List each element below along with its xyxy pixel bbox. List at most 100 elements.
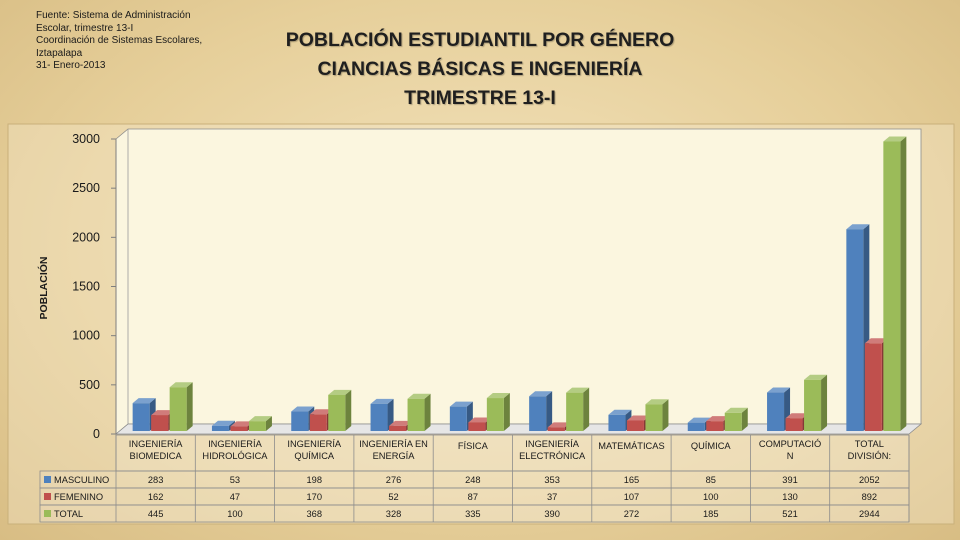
data-label: 53 [230, 475, 240, 485]
bar-front [211, 425, 229, 431]
bar-front [151, 415, 169, 431]
data-table: INGENIERÍA BIOMEDICA INGENIERÍA HIDROLÓGICA… [39, 434, 910, 523]
source-note: Fuente: Sistema de Administración Escola… [36, 10, 246, 73]
bar-front [724, 412, 742, 431]
bar-front [486, 398, 504, 431]
x-tick-label: INGENIERÍA EN [359, 439, 428, 449]
data-label: 276 [386, 475, 402, 485]
legend-label: MASCULINO [54, 475, 109, 485]
bar [883, 136, 907, 432]
x-tick-label: INGENIERÍA [129, 439, 184, 449]
data-label: 170 [306, 492, 322, 502]
bar-top [132, 398, 156, 404]
bar-top [151, 410, 175, 416]
data-label: 37 [547, 492, 557, 502]
bar-front [687, 422, 705, 431]
y-tick-label: 0 [93, 427, 100, 441]
data-label: 107 [624, 492, 640, 502]
x-tick-label: MATEMÁTICAS [598, 441, 664, 451]
y-tick-label: 2000 [72, 230, 100, 244]
bar-side [424, 393, 431, 431]
bar-top [706, 416, 730, 422]
data-label: 272 [624, 509, 640, 519]
y-axis-title: POBLACIÓN [37, 257, 50, 320]
data-label: 85 [706, 475, 716, 485]
data-label: 100 [227, 509, 243, 519]
chart-title: POBLACIÓN ESTUDIANTIL POR GÉNERO CIANCIA… [230, 26, 730, 113]
bar-side [662, 399, 669, 431]
chart-title-line: CIANCIAS BÁSICAS E INGENIERÍA [317, 58, 643, 80]
bar [169, 382, 193, 431]
bar-front [529, 396, 547, 431]
y-tick-label: 2500 [72, 181, 100, 195]
data-label: 328 [386, 509, 402, 519]
bar-top [449, 401, 473, 407]
bar-front [785, 418, 803, 431]
y-tick-label: 1500 [72, 280, 100, 294]
y-tick-label: 1000 [72, 329, 100, 343]
bar-front [468, 422, 486, 431]
bar-top [767, 387, 791, 393]
x-tick-label: INGENIERÍA [525, 439, 580, 449]
bar-side [546, 391, 553, 431]
bar [407, 393, 431, 431]
legend-label: TOTAL [54, 509, 83, 519]
source-line: 31- Enero-2013 [36, 60, 106, 71]
bar [328, 389, 352, 431]
bar-side [265, 416, 272, 431]
bar-front [846, 229, 864, 431]
x-tick-label: QUÍMICA [691, 441, 732, 451]
data-label: 391 [782, 475, 798, 485]
plot-back-wall [115, 128, 922, 435]
bar-top [248, 416, 272, 422]
bar-front [626, 420, 644, 431]
bar [370, 398, 394, 431]
legend-key [44, 493, 51, 500]
legend-label: FEMENINO [54, 492, 103, 502]
bar-front [248, 421, 266, 431]
bar-top [626, 415, 650, 421]
source-line: Fuente: Sistema de Administración [36, 10, 191, 21]
bar-front [370, 403, 388, 431]
x-tick-label: QUÍMICA [294, 451, 335, 461]
bar-top [407, 393, 431, 399]
x-tick-label: FÍSICA [458, 441, 489, 451]
data-label: 165 [624, 475, 640, 485]
data-label: 185 [703, 509, 719, 519]
bar-side [741, 407, 748, 431]
bar-front [767, 392, 785, 431]
bar-top [687, 417, 711, 423]
bar-front [328, 394, 346, 431]
bar-front [230, 426, 248, 431]
bar [486, 393, 510, 431]
x-tick-label: ENERGÍA [373, 451, 416, 461]
bar-front [407, 398, 425, 431]
bar-top [785, 413, 809, 419]
x-tick-label: COMPUTACIÓ [759, 439, 821, 449]
bar-top [529, 391, 553, 397]
y-tick-label: 500 [79, 378, 100, 392]
bar-side [900, 136, 907, 432]
source-line: Iztapalapa [36, 47, 83, 59]
x-tick-label: ELECTRÓNICA [519, 451, 586, 461]
bar [804, 374, 828, 431]
bar [248, 416, 272, 431]
bar-top [389, 420, 413, 426]
bar-side [387, 398, 394, 431]
bar-front [169, 387, 187, 431]
data-label: 283 [148, 475, 164, 485]
bar-top [547, 422, 571, 428]
x-tick-label: HIDROLÓGICA [202, 451, 268, 461]
x-tick-label: TOTAL [855, 439, 884, 449]
x-tick-label: INGENIERÍA [287, 439, 342, 449]
data-label: 353 [544, 475, 560, 485]
bar-side [503, 393, 510, 431]
bar-front [566, 392, 584, 431]
data-label: 2944 [859, 509, 880, 519]
bar-front [608, 414, 626, 431]
bar-front [864, 343, 882, 431]
bar-side [583, 387, 590, 431]
bar-top [566, 387, 590, 393]
x-tick-label: DIVISIÓN: [848, 451, 891, 461]
bar-top [370, 398, 394, 404]
